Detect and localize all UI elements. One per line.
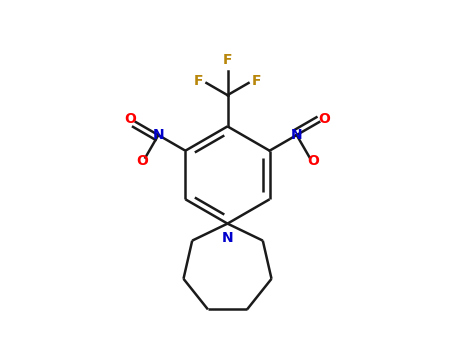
- Text: O: O: [307, 154, 319, 168]
- Text: N: N: [222, 231, 233, 245]
- Text: F: F: [223, 52, 232, 66]
- Text: O: O: [318, 112, 330, 126]
- Text: F: F: [193, 74, 203, 88]
- Text: N: N: [291, 128, 303, 142]
- Text: N: N: [152, 128, 164, 142]
- Text: O: O: [125, 112, 136, 126]
- Text: O: O: [136, 154, 148, 168]
- Text: F: F: [252, 74, 262, 88]
